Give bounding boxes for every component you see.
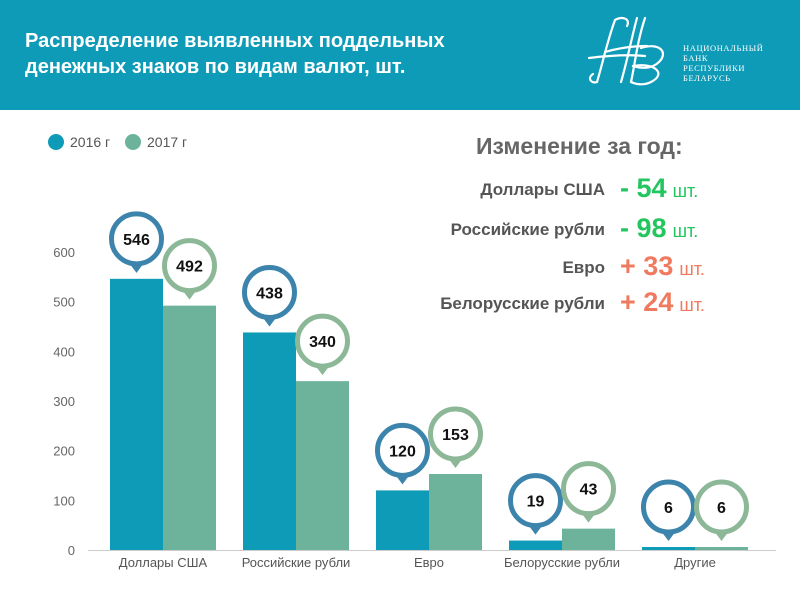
- callout-pin-2017: [694, 479, 749, 535]
- data-label-2017: 492: [176, 259, 203, 276]
- y-tick-label: 300: [53, 394, 75, 409]
- change-number-byn: 24: [643, 287, 674, 317]
- bar-2017: [163, 305, 216, 550]
- legend-swatch-2017: [125, 134, 141, 150]
- data-label-2016: 19: [527, 494, 545, 511]
- data-label-2016: 546: [123, 232, 150, 249]
- change-row-byn: Белорусские рубли + 24 шт.: [400, 284, 795, 318]
- logo-text-line-3: РЕСПУБЛИКИ: [683, 63, 746, 73]
- change-unit-byn: шт.: [679, 295, 706, 315]
- y-tick-label: 400: [53, 344, 75, 359]
- bar-2016: [376, 490, 429, 550]
- change-number-rub: 98: [636, 213, 667, 243]
- logo-text-line-4: БЕЛАРУСЬ: [683, 73, 731, 83]
- x-category-label: Другие: [674, 555, 716, 570]
- legend-label-2017: 2017 г: [147, 134, 188, 150]
- y-tick-label: 0: [68, 543, 75, 558]
- logo-text-line-2: БАНК: [683, 53, 709, 63]
- x-category-label: Доллары США: [119, 555, 208, 570]
- legend-item-2017: 2017 г: [125, 132, 187, 152]
- change-label-byn: Белорусские рубли: [440, 294, 605, 313]
- chart-title-line-2: денежных знаков по видам валют, шт.: [25, 56, 406, 78]
- change-sign-rub: -: [620, 213, 629, 243]
- y-tick-label: 200: [53, 444, 75, 459]
- change-number-eur: 33: [643, 251, 674, 281]
- bar-2016: [110, 278, 163, 550]
- change-sign-usd: -: [620, 173, 629, 203]
- legend-item-2016: 2016 г: [48, 132, 110, 152]
- change-value-usd: - 54 шт.: [620, 173, 698, 204]
- x-category-label: Российские рубли: [242, 555, 351, 570]
- data-label-2017: 340: [309, 334, 336, 351]
- change-number-usd: 54: [636, 173, 667, 203]
- bar-2017: [695, 547, 748, 550]
- chart-title-line-1: Распределение выявленных поддельных: [25, 30, 445, 52]
- callout-pin-2016: [641, 479, 696, 535]
- change-value-byn: + 24 шт.: [620, 287, 705, 318]
- change-unit-eur: шт.: [679, 259, 706, 279]
- data-label-2016: 120: [389, 443, 416, 460]
- callout-pin-2017: [295, 313, 350, 369]
- y-tick-label: 500: [53, 295, 75, 310]
- data-label-2017: 153: [442, 427, 469, 444]
- data-label-2017: 6: [717, 500, 726, 517]
- data-label-2017: 43: [580, 482, 598, 499]
- y-tick-label: 600: [53, 245, 75, 260]
- y-tick-label: 100: [53, 493, 75, 508]
- x-category-label: Белорусские рубли: [504, 555, 620, 570]
- change-label-eur: Евро: [562, 258, 605, 277]
- callout-pin-2017: [162, 238, 217, 294]
- header-banner: Распределение выявленных поддельных дене…: [0, 0, 800, 110]
- national-bank-logo-icon: [587, 16, 665, 86]
- callout-pin-2016: [109, 211, 164, 267]
- change-row-eur: Евро + 33 шт.: [400, 248, 795, 282]
- callout-pin-2017: [428, 406, 483, 462]
- bar-2017: [562, 528, 615, 550]
- bar-2016: [243, 332, 296, 550]
- callout-pin-2016: [508, 473, 563, 529]
- changes-title: Изменение за год:: [476, 133, 683, 159]
- bar-2016: [642, 547, 695, 550]
- data-label-2016: 438: [256, 285, 283, 302]
- change-row-rub: Российские рубли - 98 шт.: [400, 210, 795, 244]
- change-value-rub: - 98 шт.: [620, 213, 698, 244]
- change-unit-rub: шт.: [672, 221, 699, 241]
- national-bank-logo-text: НАЦИОНАЛЬНЫЙ БАНК РЕСПУБЛИКИ БЕЛАРУСЬ: [683, 43, 793, 83]
- legend-swatch-2016: [48, 134, 64, 150]
- callout-pin-2016: [375, 422, 430, 478]
- bar-2016: [509, 540, 562, 550]
- change-unit-usd: шт.: [672, 181, 699, 201]
- callout-pin-2017: [561, 461, 616, 517]
- data-label-2016: 6: [664, 500, 673, 517]
- bar-2017: [296, 381, 349, 550]
- x-category-label: Евро: [414, 555, 444, 570]
- bar-2017: [429, 474, 482, 550]
- chart-title: Распределение выявленных поддельных дене…: [25, 28, 545, 80]
- change-label-rub: Российские рубли: [450, 220, 605, 239]
- change-value-eur: + 33 шт.: [620, 251, 705, 282]
- legend-label-2016: 2016 г: [70, 134, 111, 150]
- callout-pin-2016: [242, 264, 297, 320]
- logo-text-line-1: НАЦИОНАЛЬНЫЙ: [683, 43, 764, 53]
- change-sign-byn: +: [620, 287, 636, 317]
- change-label-usd: Доллары США: [480, 180, 605, 199]
- change-row-usd: Доллары США - 54 шт.: [400, 170, 795, 204]
- change-sign-eur: +: [620, 251, 636, 281]
